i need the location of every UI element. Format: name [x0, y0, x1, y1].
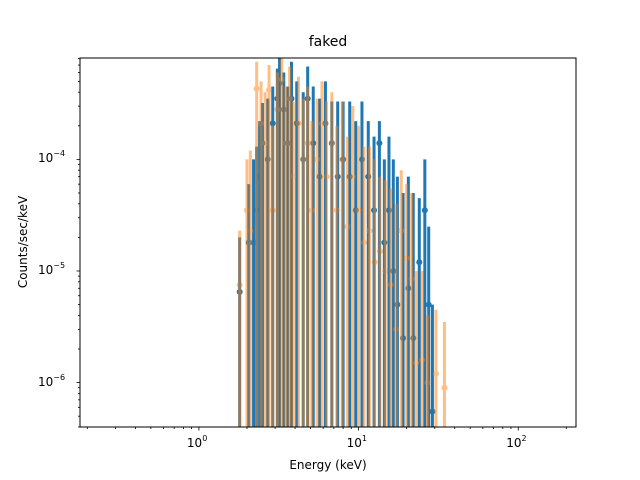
- data-point: [282, 140, 289, 147]
- data-point: [253, 85, 260, 92]
- data-point: [314, 156, 321, 163]
- data-point: [344, 223, 351, 230]
- data-point: [408, 275, 415, 282]
- y-axis-ticks: [76, 58, 80, 428]
- data-point: [339, 156, 346, 163]
- data-point: [416, 259, 423, 266]
- data-point: [355, 207, 362, 214]
- data-point: [290, 173, 297, 180]
- y-tick-label: 10−5: [38, 260, 66, 277]
- data-series-layer: [236, 58, 448, 427]
- data-point: [376, 248, 383, 255]
- data-point: [286, 95, 293, 102]
- data-point: [318, 120, 325, 127]
- data-point: [366, 227, 373, 234]
- data-point: [393, 326, 400, 333]
- data-point: [419, 356, 426, 363]
- data-point: [376, 140, 383, 147]
- data-point: [441, 384, 448, 391]
- x-tick-label: 101: [346, 434, 367, 450]
- data-point: [269, 120, 276, 127]
- data-point: [413, 359, 420, 366]
- data-point: [421, 207, 428, 214]
- data-point: [236, 281, 243, 288]
- data-point: [304, 140, 311, 147]
- y-tick-label: 10−4: [38, 149, 66, 166]
- data-point: [360, 239, 367, 246]
- x-tick-label: 102: [506, 434, 527, 450]
- data-point: [429, 408, 436, 415]
- data-point: [262, 140, 269, 147]
- data-point: [243, 207, 250, 214]
- y-tick-label: 10−6: [38, 372, 66, 389]
- data-point: [266, 86, 273, 93]
- data-point: [387, 281, 394, 288]
- chart-title: faked: [308, 34, 348, 50]
- data-point: [382, 267, 389, 274]
- x-axis-ticks: [86, 427, 567, 431]
- data-point: [424, 379, 431, 386]
- data-point: [300, 156, 307, 163]
- series-1: [236, 58, 448, 427]
- data-point: [323, 173, 330, 180]
- data-point: [403, 255, 410, 262]
- data-point: [333, 207, 340, 214]
- data-point: [398, 227, 405, 234]
- data-point: [250, 239, 257, 246]
- data-point: [247, 227, 254, 234]
- data-point: [328, 140, 335, 147]
- data-point: [269, 207, 276, 214]
- x-axis-label: Energy (keV): [289, 458, 367, 472]
- data-point: [258, 120, 265, 127]
- x-tick-label: 100: [186, 434, 208, 450]
- data-point: [308, 207, 315, 214]
- data-point: [349, 173, 356, 180]
- data-point: [278, 76, 285, 83]
- axes-frame: [79, 57, 577, 428]
- data-point: [371, 259, 378, 266]
- y-axis-label: Counts/sec/keV: [16, 195, 30, 289]
- data-point: [295, 120, 302, 127]
- data-point: [425, 301, 432, 308]
- data-point: [274, 106, 281, 113]
- data-point: [432, 370, 439, 377]
